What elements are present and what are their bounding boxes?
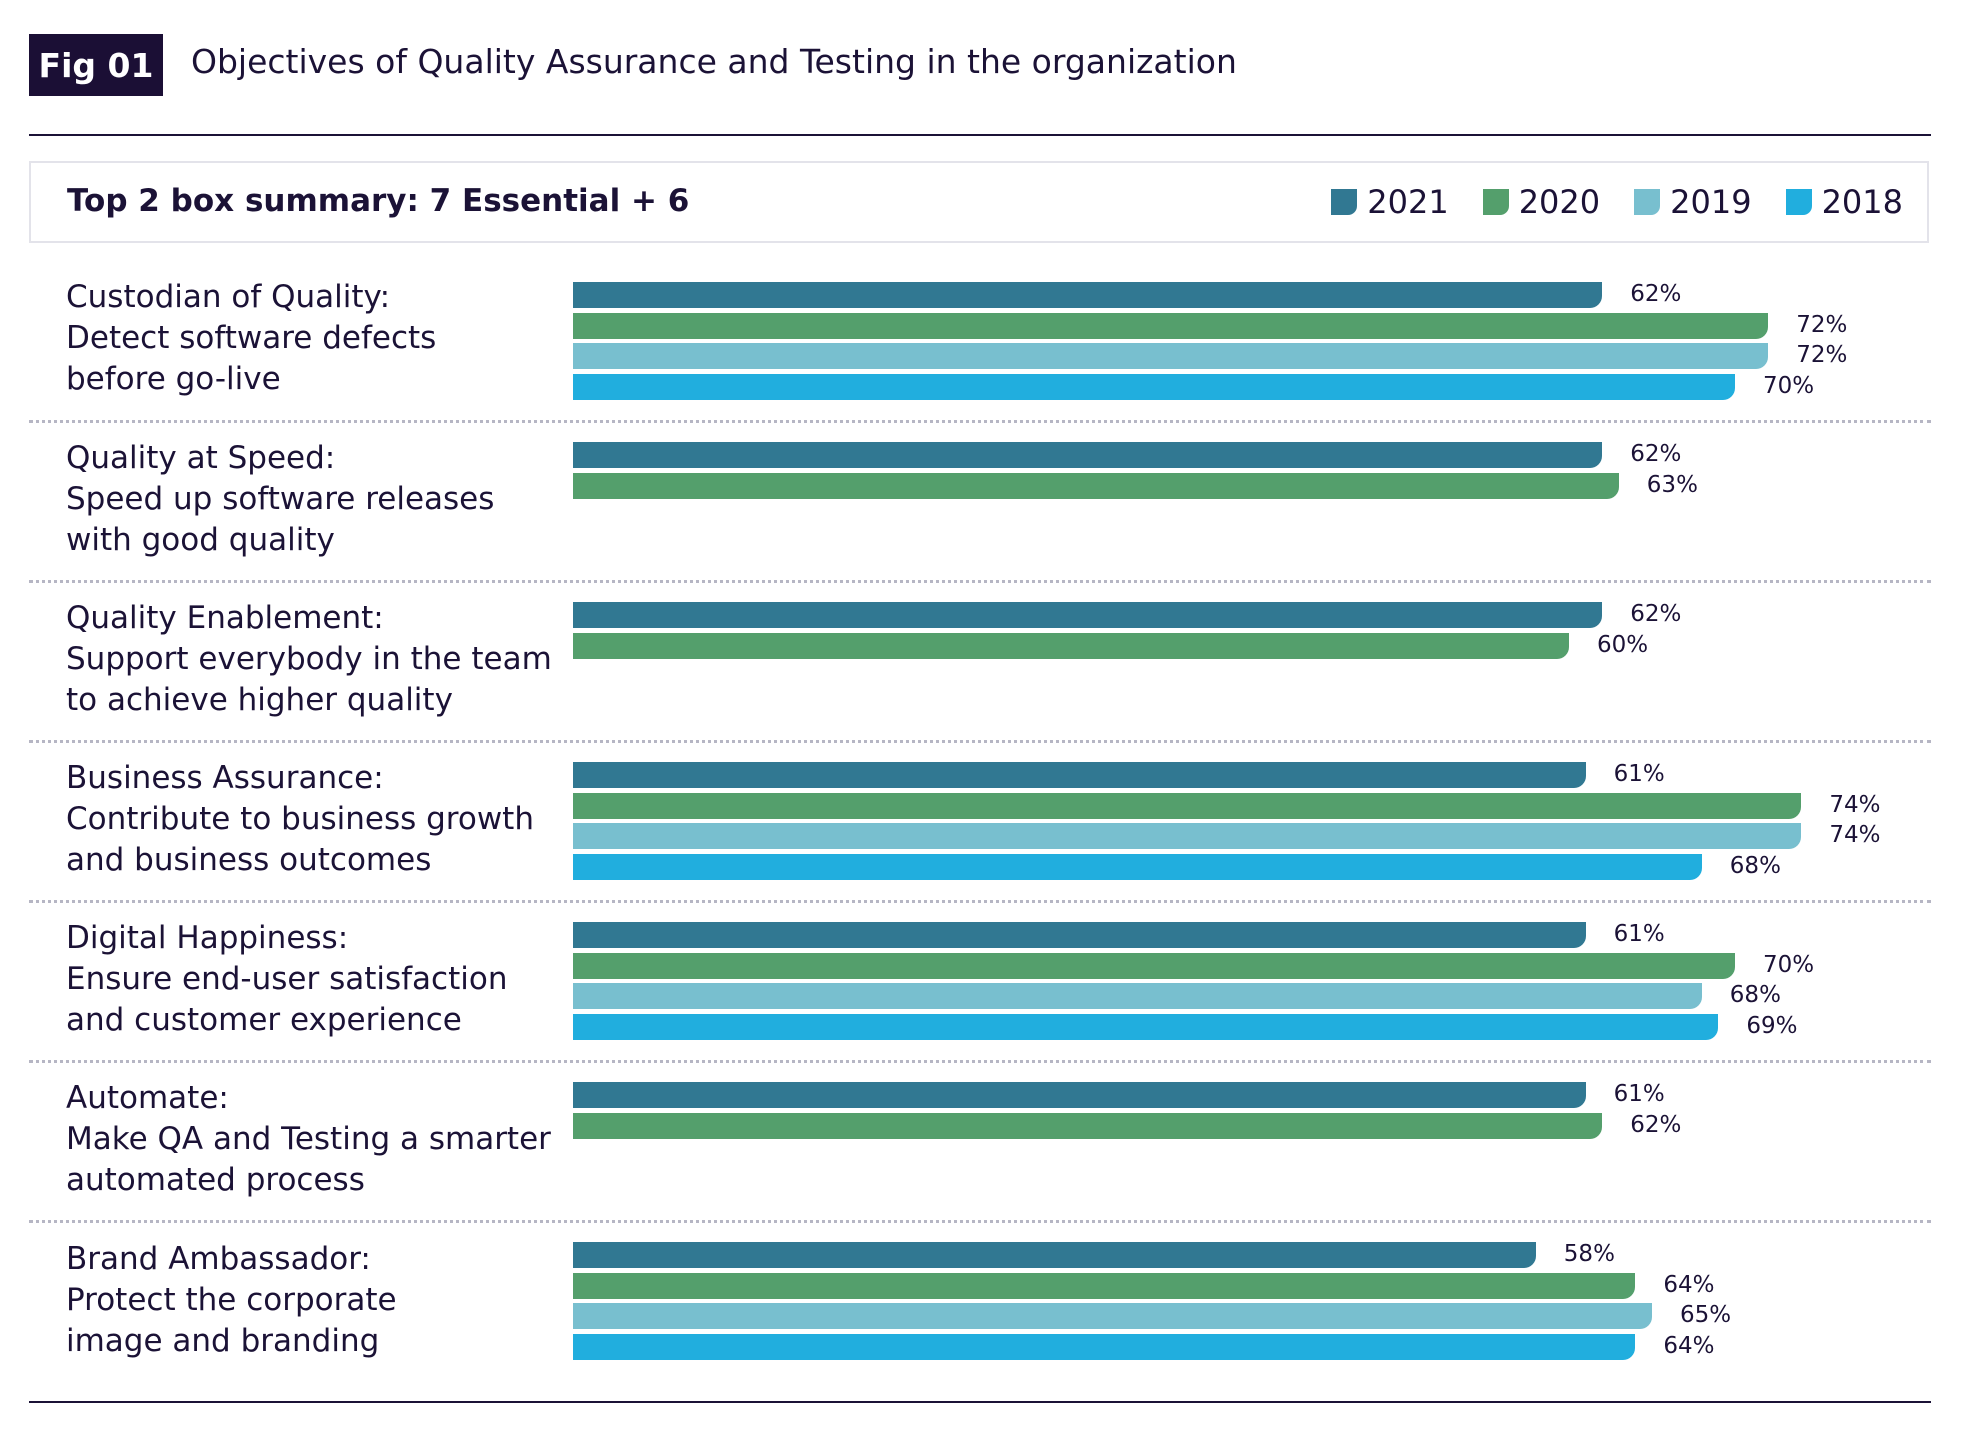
bar-2021 — [573, 762, 1586, 788]
category-label: Quality Enablement: Support everybody in … — [66, 598, 566, 721]
category-label-line: before go-live — [66, 361, 281, 397]
category-label-line: Make QA and Testing a smarter — [66, 1121, 551, 1157]
bar-2019 — [573, 823, 1802, 849]
category-label-line: image and branding — [66, 1323, 380, 1359]
category-label: Custodian of Quality: Detect software def… — [66, 277, 566, 400]
data-label: 74% — [1829, 791, 1881, 818]
data-label: 65% — [1680, 1302, 1732, 1328]
category-label-line: Ensure end-user satisfaction — [66, 961, 508, 997]
data-label: 62% — [1630, 1111, 1682, 1138]
bar-2018 — [573, 373, 1735, 400]
bar-2021 — [573, 922, 1586, 948]
chart-header-box: Top 2 box summary: 7 Essential + 6 2021 2… — [29, 161, 1929, 243]
data-label: 62% — [1630, 281, 1682, 307]
data-label: 62% — [1630, 601, 1682, 627]
legend-label: 2018 — [1821, 183, 1903, 221]
legend-swatch — [1482, 189, 1509, 215]
category-label-line: Automate: — [66, 1080, 229, 1116]
category-label-line: Detect software defects — [66, 320, 437, 356]
group-divider — [29, 740, 1931, 743]
bar-2018 — [573, 853, 1702, 880]
category-label-line: Custodian of Quality: — [66, 279, 391, 315]
bar-2020 — [573, 1112, 1603, 1139]
category-label-line: Support everybody in the team — [66, 641, 552, 677]
legend-swatch — [1331, 189, 1358, 215]
legend-label: 2020 — [1518, 183, 1601, 221]
category-label-line: Brand Ambassador: — [66, 1241, 371, 1277]
category-label-line: automated process — [66, 1162, 365, 1198]
data-label: 64% — [1663, 1332, 1715, 1359]
data-label: 62% — [1630, 441, 1682, 467]
bar-2020 — [573, 312, 1769, 339]
category-label-line: Contribute to business growth — [66, 801, 534, 837]
category-label-line: Quality Enablement: — [66, 600, 384, 636]
bar-2019 — [573, 343, 1769, 369]
bottom-rule — [29, 1401, 1931, 1403]
category-label-line: Business Assurance: — [66, 760, 384, 796]
category-label: Business Assurance: Contribute to busines… — [66, 758, 566, 881]
category-label-line: and customer experience — [66, 1002, 462, 1038]
bar-2021 — [573, 602, 1603, 628]
legend-entry-2021: 2021 — [1331, 183, 1449, 221]
bar-2021 — [573, 442, 1603, 468]
data-label: 68% — [1729, 982, 1781, 1008]
data-label: 70% — [1763, 951, 1815, 978]
bar-2020 — [573, 472, 1619, 499]
legend-swatch — [1634, 189, 1661, 215]
top-rule — [29, 134, 1931, 136]
data-label: 61% — [1613, 921, 1665, 947]
category-label-line: to achieve higher quality — [66, 682, 453, 718]
data-label: 58% — [1563, 1241, 1615, 1267]
data-label: 74% — [1829, 822, 1881, 848]
category-label-line: and business outcomes — [66, 842, 432, 878]
category-label: Brand Ambassador: Protect the corporate im… — [66, 1239, 566, 1362]
data-label: 61% — [1613, 1081, 1665, 1107]
data-label: 72% — [1796, 342, 1848, 368]
data-label: 72% — [1796, 311, 1848, 338]
bar-2021 — [573, 282, 1603, 308]
bar-2019 — [573, 983, 1702, 1009]
bar-2020 — [573, 1272, 1636, 1299]
data-label: 61% — [1613, 761, 1665, 787]
category-label-line: Speed up software releases — [66, 481, 495, 517]
bar-2020 — [573, 952, 1735, 979]
data-label: 70% — [1763, 372, 1815, 399]
chart-title: Top 2 box summary: 7 Essential + 6 — [67, 183, 690, 219]
legend: 2021 2020 2019 2018 — [1297, 183, 1903, 221]
bar-2021 — [573, 1242, 1536, 1268]
figure-badge: Fig 01 — [29, 34, 163, 96]
legend-entry-2018: 2018 — [1785, 183, 1903, 221]
legend-label: 2019 — [1670, 183, 1752, 221]
group-divider — [29, 580, 1931, 583]
data-label: 69% — [1746, 1012, 1798, 1039]
category-label: Automate: Make QA and Testing a smarter au… — [66, 1078, 566, 1201]
data-label: 60% — [1597, 631, 1649, 658]
group-divider — [29, 900, 1931, 903]
legend-entry-2020: 2020 — [1482, 183, 1601, 221]
group-divider — [29, 1060, 1931, 1063]
bar-2021 — [573, 1082, 1586, 1108]
category-label: Digital Happiness: Ensure end-user satisf… — [66, 918, 566, 1041]
category-label-line: with good quality — [66, 522, 335, 558]
data-label: 68% — [1729, 852, 1781, 879]
legend-swatch — [1785, 189, 1812, 215]
bar-2020 — [573, 632, 1569, 659]
category-label-line: Digital Happiness: — [66, 920, 349, 956]
bar-2020 — [573, 792, 1802, 819]
data-label: 63% — [1646, 471, 1698, 498]
figure-title: Objectives of Quality Assurance and Test… — [191, 42, 1237, 81]
bar-2018 — [573, 1013, 1719, 1040]
data-label: 64% — [1663, 1271, 1715, 1298]
group-divider — [29, 420, 1931, 423]
bar-2018 — [573, 1333, 1636, 1360]
bar-2019 — [573, 1303, 1652, 1329]
legend-entry-2019: 2019 — [1634, 183, 1752, 221]
category-label-line: Protect the corporate — [66, 1282, 397, 1318]
group-divider — [29, 1220, 1931, 1223]
category-label-line: Quality at Speed: — [66, 440, 336, 476]
category-label: Quality at Speed: Speed up software relea… — [66, 438, 566, 561]
legend-label: 2021 — [1367, 183, 1449, 221]
